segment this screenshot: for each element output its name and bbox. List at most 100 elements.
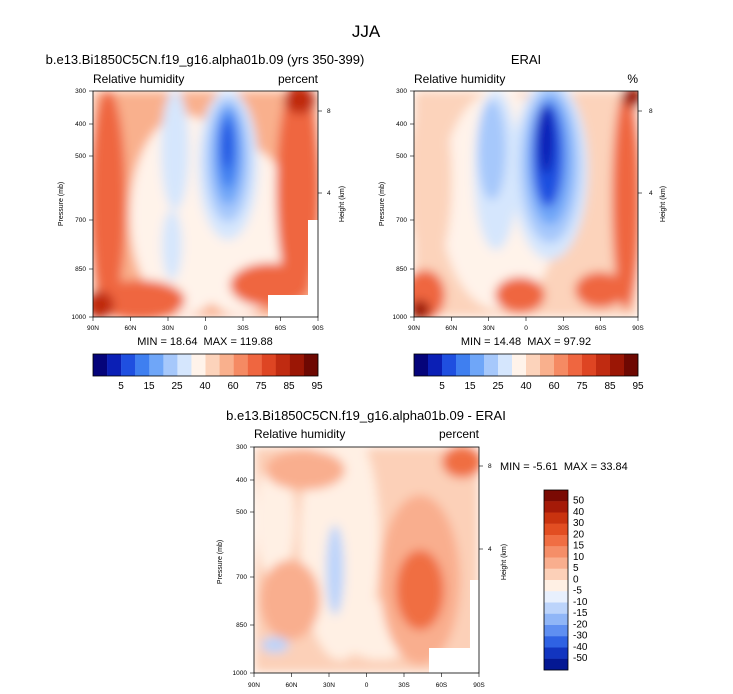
panel-2-ylabel: Pressure (mb) (379, 182, 386, 226)
y-tick-label: 300 (75, 88, 86, 95)
x-tick-label: 60S (275, 325, 287, 332)
panel-2-blob (538, 106, 554, 174)
panel-2-blob (495, 277, 545, 313)
colorbar-label: 5 (439, 381, 445, 392)
x-tick-label: 0 (365, 682, 369, 689)
panel-3-blob (396, 550, 444, 630)
colorbar-label: -50 (573, 653, 588, 664)
panel-3-colorbar: 50 40 30 20 15 10 5 0 -5 -10 -15 -20 -30… (543, 489, 588, 671)
colorbar-swatch (135, 354, 150, 376)
y-tick-label: 500 (75, 153, 86, 160)
x-tick-label: 30N (162, 325, 174, 332)
panel-1-blob (93, 91, 126, 310)
colorbar-swatch (456, 354, 471, 376)
colorbar-label: 15 (143, 381, 155, 392)
colorbar-label: 30 (573, 518, 585, 529)
colorbar-swatch (582, 354, 597, 376)
x-tick-label: 60N (125, 325, 137, 332)
colorbar-label: -15 (573, 608, 588, 619)
x-tick-label: 0 (204, 325, 208, 332)
colorbar-swatch (568, 354, 583, 376)
y-tick-label: 400 (396, 121, 407, 128)
panel-1-blob (95, 280, 185, 317)
y-tick-label: 300 (396, 88, 407, 95)
panel-1-blob (93, 291, 114, 317)
panel-3-stats: MIN = -5.61 MAX = 33.84 (500, 461, 628, 473)
y-tick-label: 1000 (72, 314, 87, 321)
panel-2-blob (478, 100, 506, 200)
colorbar-swatch (526, 354, 541, 376)
colorbar-frame (92, 353, 319, 377)
colorbar-swatch (544, 546, 568, 558)
panel-2-x-ticks: 90N 60N 30N 0 30S 60S 90S (408, 317, 644, 332)
panel-1-blob (284, 91, 316, 114)
panel-3-units-label: percent (439, 427, 480, 441)
x-tick-label: 90N (87, 325, 99, 332)
colorbar-swatch (544, 591, 568, 603)
y-tick-label: 700 (75, 217, 86, 224)
panel-1-blob (161, 91, 189, 210)
x-tick-label: 60S (595, 325, 607, 332)
colorbar-label: 95 (632, 381, 644, 392)
panel-2-colorbar: 5 15 25 40 60 75 85 95 (413, 353, 644, 392)
colorbar-swatch (275, 354, 291, 376)
colorbar-label: 60 (227, 381, 239, 392)
panel-3-contour-field (254, 447, 479, 673)
y-tick-label: 850 (396, 266, 407, 273)
colorbar-swatch (247, 354, 262, 376)
colorbar-swatch (470, 354, 485, 376)
colorbar-swatch (512, 354, 527, 376)
colorbar-label: -40 (573, 642, 588, 653)
x-tick-label: 30S (398, 682, 410, 689)
panel-1-title: b.e13.Bi1850C5CN.f19_g16.alpha01b.09 (yr… (46, 52, 365, 67)
panel-3-ylabel-right: Height (km) (501, 544, 508, 580)
colorbar-swatch (498, 354, 513, 376)
colorbar-swatch (554, 354, 569, 376)
y-right-tick-label: 8 (488, 463, 492, 470)
panel-1-left-label: Relative humidity (93, 72, 184, 86)
y-tick-label: 300 (236, 444, 247, 451)
colorbar-label: 85 (283, 381, 295, 392)
colorbar-swatch (163, 354, 178, 376)
colorbar-label: 5 (573, 563, 579, 574)
colorbar-label: 50 (573, 496, 585, 507)
panel-3-missing-region (470, 580, 479, 650)
colorbar-swatch (544, 512, 568, 524)
y-tick-label: 400 (75, 121, 86, 128)
panel-1-x-ticks: 90N 60N 30N 0 30S 60S 90S (87, 317, 324, 332)
panel-1-units-label: percent (278, 72, 319, 86)
colorbar-label: 0 (573, 574, 579, 585)
panel-3-title: b.e13.Bi1850C5CN.f19_g16.alpha01b.09 - E… (226, 408, 506, 423)
colorbar-swatch (544, 535, 568, 547)
colorbar-frame (543, 489, 569, 671)
colorbar-swatch (544, 647, 568, 659)
colorbar-label: -30 (573, 631, 588, 642)
colorbar-swatch (544, 568, 568, 581)
y-right-tick-label: 4 (649, 190, 653, 197)
colorbar-swatch (219, 354, 234, 376)
panel-2-contour-field (414, 91, 638, 317)
figure-title: JJA (352, 22, 381, 41)
panel-1-missing-region (268, 295, 318, 317)
colorbar-label: -10 (573, 597, 588, 608)
colorbar-label: 40 (573, 507, 585, 518)
y-right-tick-label: 4 (488, 546, 492, 553)
y-right-tick-label: 4 (327, 190, 331, 197)
colorbar-label: 25 (492, 381, 504, 392)
panel-difference: b.e13.Bi1850C5CN.f19_g16.alpha01b.09 - E… (217, 408, 628, 689)
colorbar-swatch (205, 354, 220, 376)
x-tick-label: 0 (524, 325, 528, 332)
y-tick-label: 500 (396, 153, 407, 160)
x-tick-label: 90S (632, 325, 644, 332)
colorbar-swatch (544, 490, 568, 502)
panel-3-blob (442, 447, 479, 478)
panel-1-ylabel: Pressure (mb) (58, 182, 65, 226)
y-tick-label: 1000 (233, 670, 248, 677)
colorbar-label: 75 (576, 381, 588, 392)
x-tick-label: 90N (408, 325, 420, 332)
colorbar-swatch (540, 354, 555, 376)
colorbar-label: 10 (573, 552, 585, 563)
colorbar-label: 40 (199, 381, 211, 392)
colorbar-frame (413, 353, 639, 377)
